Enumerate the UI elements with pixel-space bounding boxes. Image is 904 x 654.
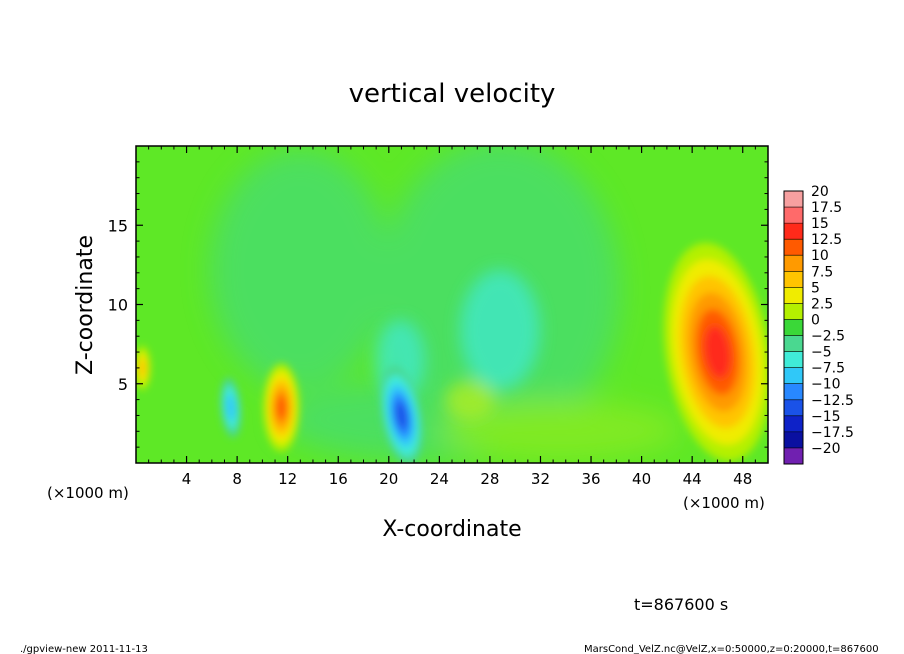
x-unit-right: (×1000 m) bbox=[683, 494, 765, 512]
colorbar-swatch bbox=[784, 383, 803, 401]
chart-title: vertical velocity bbox=[349, 79, 556, 109]
colorbar-label: −12.5 bbox=[811, 393, 854, 409]
x-tick-label: 12 bbox=[278, 470, 297, 488]
colorbar-label: −5 bbox=[811, 345, 832, 361]
x-tick-label: 20 bbox=[379, 470, 398, 488]
colorbar-label: −17.5 bbox=[811, 425, 854, 441]
x-tick-label: 8 bbox=[232, 470, 242, 488]
colorbar-label: −7.5 bbox=[811, 361, 845, 377]
footer-right: MarsCond_VelZ.nc@VelZ,x=0:50000,z=0:2000… bbox=[584, 644, 879, 654]
colorbar-label: 5 bbox=[811, 280, 820, 296]
colorbar-label: −20 bbox=[811, 441, 841, 457]
y-tick-label: 15 bbox=[108, 216, 128, 235]
x-tick-label: 44 bbox=[683, 470, 702, 488]
footer-left: ./gpview-new 2011-11-13 bbox=[20, 644, 148, 654]
colorbar-swatch bbox=[784, 239, 803, 256]
time-label: t=867600 s bbox=[634, 595, 728, 614]
heatmap-feature bbox=[220, 377, 242, 438]
heatmap-contour bbox=[138, 358, 146, 378]
colorbar-swatch bbox=[784, 271, 803, 288]
x-unit-left: (×1000 m) bbox=[47, 484, 129, 502]
colorbar-swatch bbox=[784, 303, 803, 320]
heatmap-feature bbox=[379, 366, 423, 463]
x-tick-label: 16 bbox=[329, 470, 348, 488]
colorbar-swatch bbox=[784, 447, 803, 465]
y-tick-label: 5 bbox=[118, 375, 128, 394]
colorbar-label: 2.5 bbox=[811, 296, 833, 312]
x-axis-ticks: 4 8 12 16 20 24 28 32 36 40 44 48 bbox=[148, 146, 756, 488]
heatmap-feature bbox=[663, 242, 768, 462]
colorbar-swatch bbox=[784, 367, 803, 385]
colorbar-swatch bbox=[784, 335, 803, 352]
heatmap-feature bbox=[136, 345, 151, 390]
colorbar-label: 0 bbox=[811, 313, 820, 329]
heatmap-field bbox=[136, 146, 768, 463]
x-tick-label: 24 bbox=[430, 470, 449, 488]
colorbar-swatch bbox=[784, 351, 803, 369]
x-tick-label: 28 bbox=[480, 470, 499, 488]
y-tick-label: 10 bbox=[108, 296, 128, 315]
x-tick-label: 48 bbox=[733, 470, 752, 488]
colorbar-label: −2.5 bbox=[811, 329, 845, 345]
colorbar: 2017.51512.5107.552.50−2.5−5−7.5−10−12.5… bbox=[783, 184, 854, 465]
y-axis-ticks: 5 10 15 bbox=[108, 161, 768, 448]
colorbar-label: −15 bbox=[811, 409, 841, 425]
heatmap-contour bbox=[395, 401, 408, 430]
x-tick-label: 32 bbox=[531, 470, 550, 488]
colorbar-label: 7.5 bbox=[811, 264, 833, 280]
colorbar-label: −10 bbox=[811, 377, 841, 393]
x-tick-label: 40 bbox=[632, 470, 651, 488]
colorbar-label: 17.5 bbox=[811, 200, 842, 216]
x-tick-label: 4 bbox=[182, 470, 192, 488]
colorbar-label: 12.5 bbox=[811, 232, 842, 248]
colorbar-label: 20 bbox=[811, 184, 829, 200]
heatmap-contour bbox=[226, 394, 236, 421]
heatmap-features bbox=[136, 242, 768, 463]
colorbar-swatch bbox=[784, 191, 803, 208]
heatmap-feature bbox=[263, 363, 300, 452]
colorbar-swatch bbox=[784, 223, 803, 240]
colorbar-swatch bbox=[784, 415, 803, 433]
colorbar-swatch bbox=[784, 431, 803, 449]
colorbar-swatch bbox=[784, 287, 803, 304]
colorbar-swatch bbox=[784, 255, 803, 272]
y-axis-label: Z-coordinate bbox=[73, 235, 98, 375]
colorbar-swatch bbox=[784, 207, 803, 224]
heatmap-contour bbox=[276, 394, 287, 421]
x-tick-label: 36 bbox=[581, 470, 600, 488]
colorbar-label: 10 bbox=[811, 248, 829, 264]
colorbar-swatch bbox=[784, 399, 803, 417]
x-axis-label: X-coordinate bbox=[382, 517, 521, 542]
colorbar-swatch bbox=[784, 319, 803, 336]
heatmap-contour bbox=[704, 325, 731, 379]
colorbar-label: 15 bbox=[811, 216, 829, 232]
